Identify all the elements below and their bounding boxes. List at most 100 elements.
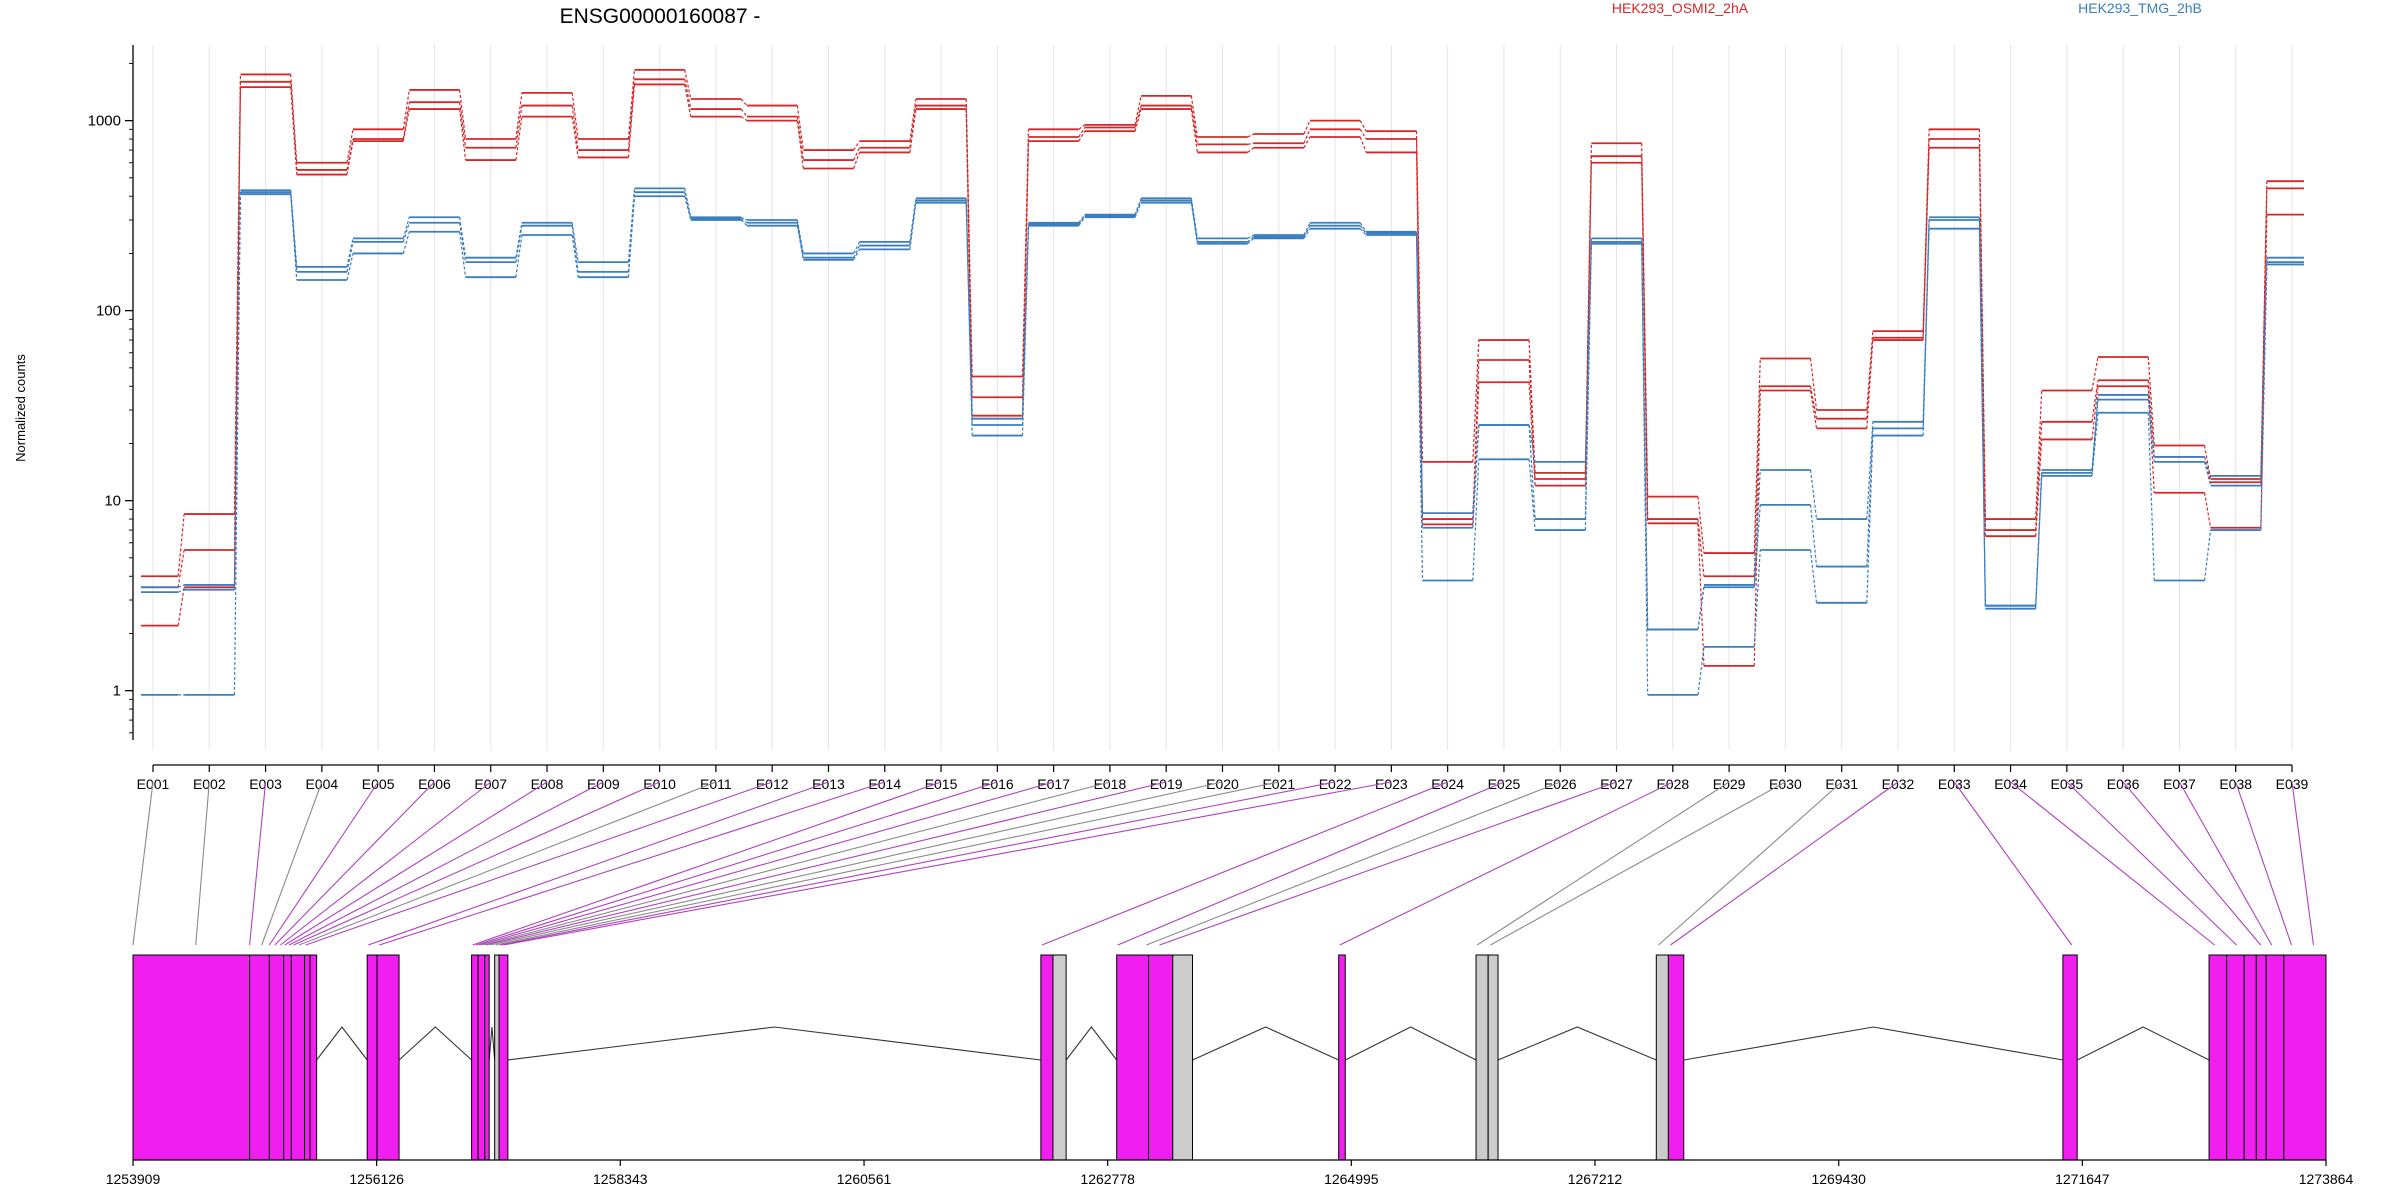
connector-e001 — [132, 781, 154, 946]
data-connector — [2035, 475, 2043, 609]
series-layer — [141, 68, 2304, 696]
data-connector — [1697, 646, 1705, 695]
data-connector — [290, 87, 298, 175]
y-tick-label-10: 10 — [104, 493, 121, 510]
x-tick-label-e023: E023 — [1375, 776, 1408, 792]
connector-e026 — [1146, 781, 1561, 946]
data-connector — [346, 253, 354, 281]
data-connector — [2203, 456, 2212, 477]
data-connector — [2147, 380, 2155, 457]
connector-e022 — [500, 781, 1336, 946]
exon-block-e026 — [2208, 954, 2228, 1161]
intron — [1683, 1026, 2064, 1061]
data-connector — [1359, 222, 1367, 233]
x-tick-label-e015: E015 — [925, 776, 958, 792]
data-connector — [1134, 105, 1142, 128]
connector-e002 — [195, 781, 210, 946]
exon-block-e021 — [1475, 954, 1489, 1161]
data-connector — [1303, 225, 1311, 237]
data-connector — [1584, 156, 1592, 480]
data-connector — [571, 116, 579, 158]
data-connector — [346, 238, 354, 267]
intron — [507, 1026, 1041, 1061]
connector-e017 — [479, 781, 1054, 946]
data-connector — [1190, 105, 1198, 145]
data-connector — [1415, 152, 1424, 525]
exon-block-e025 — [2062, 954, 2078, 1161]
x-tick-label-e037: E037 — [2163, 776, 2196, 792]
genomic-tick-label: 1273864 — [2299, 1171, 2354, 1187]
connector-e014 — [379, 781, 885, 946]
data-connector — [1922, 147, 1930, 341]
connector-e031 — [1658, 781, 1843, 946]
data-connector — [627, 84, 636, 158]
data-connector — [402, 89, 410, 130]
data-connector — [290, 194, 298, 281]
legend-label-condition-b: HEK293_TMG_2hB — [2078, 0, 2202, 16]
x-tick-label-e028: E028 — [1656, 776, 1689, 792]
connector-e016 — [475, 781, 998, 946]
data-connector — [2091, 399, 2099, 473]
data-connector — [1303, 136, 1311, 149]
x-tick-label-e025: E025 — [1488, 776, 1521, 792]
exon-block-e001 — [132, 954, 251, 1161]
data-connector — [1021, 141, 1030, 416]
connector-e009 — [288, 781, 604, 946]
data-connector — [402, 102, 410, 140]
data-connector — [1190, 200, 1198, 242]
data-connector — [1359, 128, 1367, 140]
data-connector — [346, 129, 354, 163]
data-connector — [796, 222, 804, 258]
x-tick-label-e030: E030 — [1769, 776, 1802, 792]
connector-e019 — [485, 781, 1167, 946]
data-connector — [1697, 519, 1705, 577]
data-connector — [1134, 202, 1142, 218]
connector-e007 — [280, 781, 492, 946]
data-connector — [1978, 228, 1987, 609]
y-tick-label-100: 100 — [96, 303, 121, 320]
exon-block-e017 — [1116, 954, 1150, 1161]
data-connector — [1866, 340, 1874, 429]
x-tick-label-e004: E004 — [306, 776, 339, 792]
exon-block-e020 — [1338, 954, 1346, 1161]
data-connector — [740, 108, 748, 117]
data-connector — [458, 231, 467, 278]
exon-block-e015 — [1040, 954, 1054, 1161]
x-tick-label-e021: E021 — [1262, 776, 1295, 792]
connector-e028 — [1339, 781, 1674, 946]
genomic-tick-label: 1256126 — [349, 1171, 404, 1187]
x-tick-label-e005: E005 — [362, 776, 395, 792]
data-connector — [1528, 424, 1536, 462]
intron — [1065, 1026, 1118, 1061]
data-connector — [1641, 243, 1649, 695]
intron — [398, 1026, 472, 1061]
connector-e021 — [495, 781, 1279, 946]
data-connector — [2091, 412, 2099, 476]
genomic-tick-label: 1264995 — [1324, 1171, 1379, 1187]
exon-block-e029 — [2255, 954, 2267, 1161]
data-connector — [2203, 456, 2212, 483]
data-connector — [2203, 461, 2212, 486]
data-connector — [1697, 523, 1705, 666]
exon-block-e024 — [1667, 954, 1685, 1161]
exon-block-e006 — [304, 954, 311, 1161]
data-connector — [2260, 188, 2268, 483]
connector-e030 — [1490, 781, 1786, 946]
x-tick-label-e027: E027 — [1600, 776, 1633, 792]
data-connector — [1809, 386, 1818, 419]
data-connector — [2260, 214, 2268, 528]
data-connector — [1472, 340, 1480, 462]
exon-block-e008 — [366, 954, 378, 1161]
x-tick-label-e024: E024 — [1431, 776, 1464, 792]
data-connector — [1584, 238, 1592, 462]
data-connector — [1359, 136, 1367, 153]
data-connector — [571, 92, 579, 140]
connector-e018 — [482, 781, 1111, 946]
data-connector — [1359, 120, 1367, 132]
data-connector — [177, 587, 185, 626]
data-connector — [515, 225, 523, 263]
data-connector — [1021, 225, 1030, 436]
data-connector — [1247, 133, 1254, 138]
data-connector — [346, 241, 354, 272]
